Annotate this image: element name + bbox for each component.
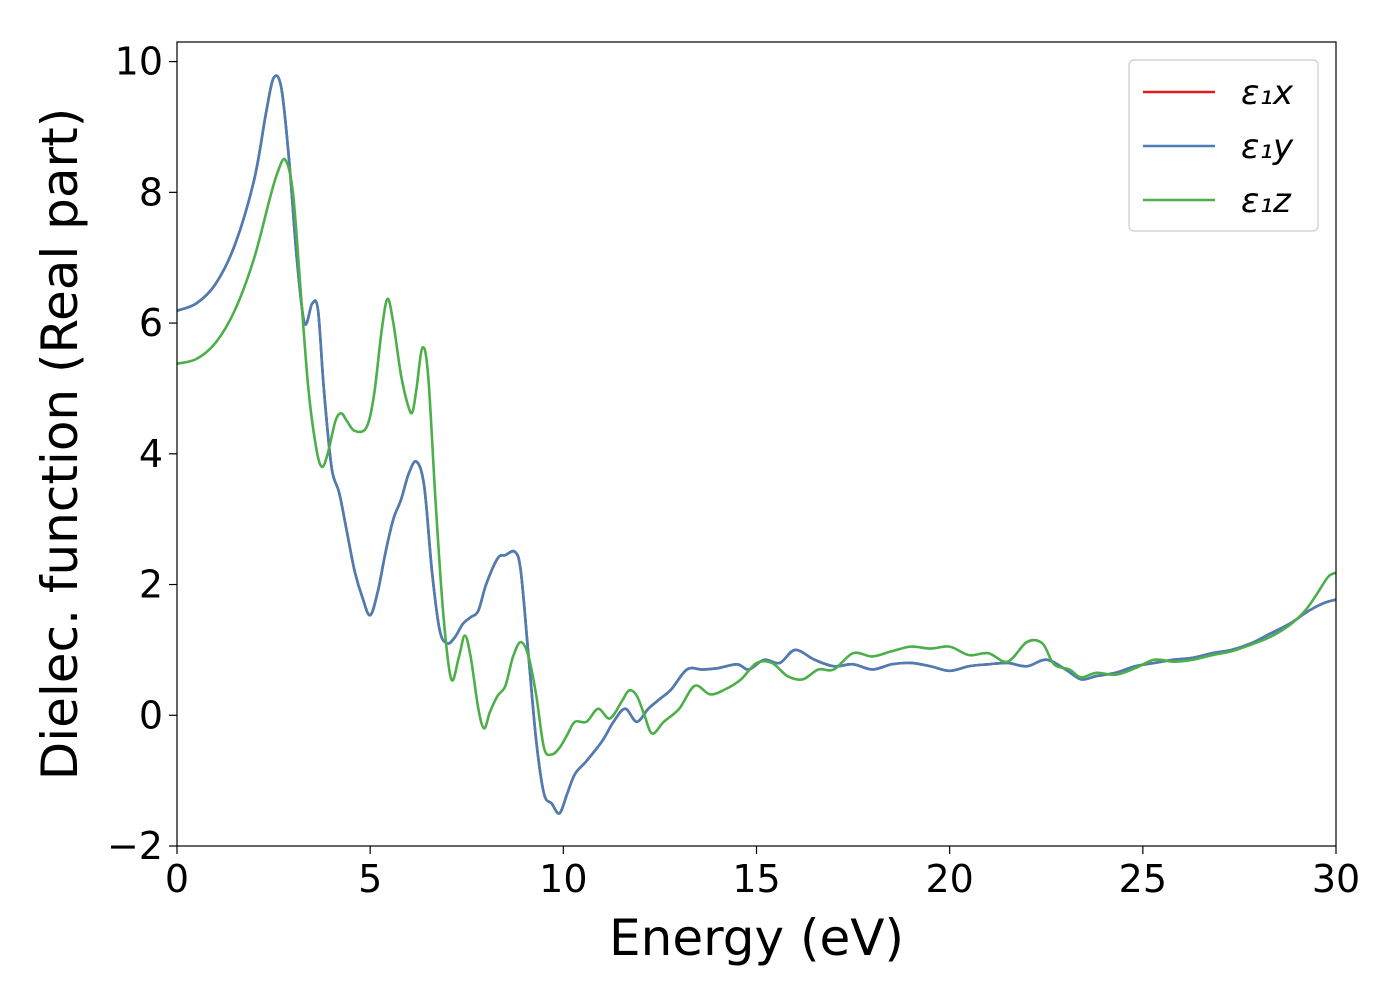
series-layer	[177, 74, 1336, 815]
x-tick-label: 0	[165, 857, 189, 901]
y-axis-ticks: −2 0 2 4 6 8 10	[107, 40, 177, 868]
y-tick-label: 8	[139, 170, 163, 214]
y-tick-label: 4	[139, 432, 163, 476]
legend: ε₁x ε₁y ε₁z	[1128, 59, 1319, 232]
y-tick-label: 10	[115, 40, 163, 84]
x-axis-ticks: 0 5 10 15 20 25 30	[165, 846, 1360, 901]
y-tick-label: −2	[107, 824, 163, 868]
y-tick-label: 6	[139, 301, 163, 345]
y-tick-label: 2	[139, 563, 163, 607]
series-line-3	[177, 157, 1336, 757]
legend-box	[1128, 59, 1319, 232]
x-tick-label: 30	[1312, 857, 1360, 901]
legend-label: ε₁z	[1241, 181, 1292, 221]
x-tick-label: 10	[539, 857, 587, 901]
legend-label: ε₁x	[1241, 73, 1294, 113]
x-tick-label: 5	[358, 857, 382, 901]
x-tick-label: 15	[732, 857, 780, 901]
y-tick-label: 0	[139, 693, 163, 737]
x-tick-label: 20	[925, 857, 973, 901]
x-axis-label: Energy (eV)	[609, 909, 904, 967]
x-tick-label: 25	[1119, 857, 1167, 901]
legend-label: ε₁y	[1241, 127, 1294, 167]
y-axis-label: Dielec. function (Real part)	[31, 108, 89, 780]
